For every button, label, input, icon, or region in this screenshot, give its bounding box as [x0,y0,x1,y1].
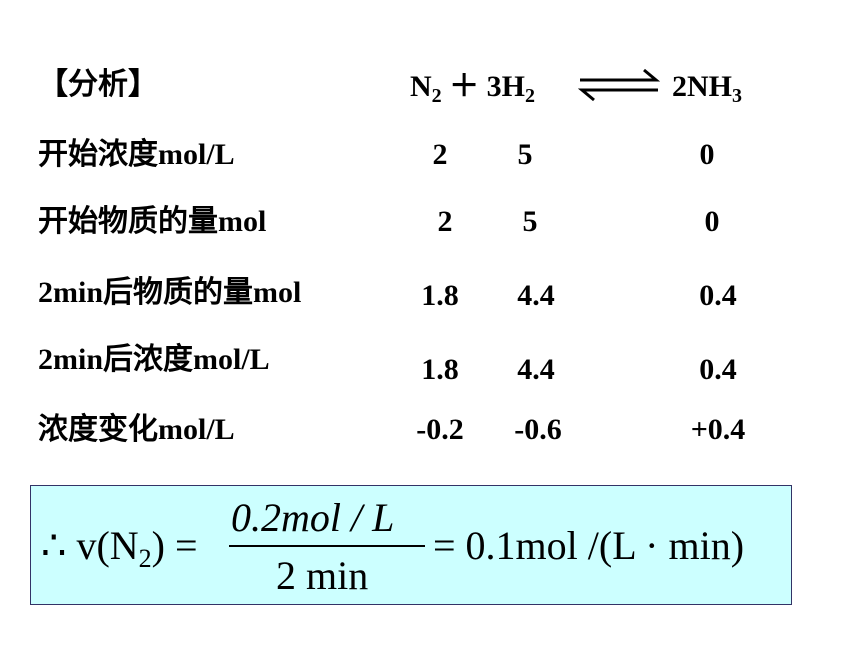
row-value: 0.4 [699,279,737,312]
row-value: 1.8 [421,279,459,312]
formula-right: = 0.1mol /(L · min) [433,523,745,568]
row-label: 开始物质的量mol [38,205,267,238]
formula-box: ∴ v(N2) = 0.2mol / L 2 min = 0.1mol /(L … [30,485,792,605]
row-label: 开始浓度mol/L [38,138,235,171]
formula-text: ∴ v(N [41,523,139,568]
row-value: 4.4 [517,353,555,386]
row-label: 2min后浓度mol/L [38,343,270,376]
row-value: 1.8 [421,353,459,386]
row-value: -0.6 [514,413,562,446]
eq-sub: 2 [525,85,536,107]
formula-left: ∴ v(N2) = [41,526,198,572]
row-value: 5 [517,138,533,171]
title: 【分析】 [38,68,158,101]
equation-product: 2NH3 [672,70,742,107]
row-value: 2 [432,138,448,171]
row-value: 0 [699,138,715,171]
eq-sub: 3 [732,85,742,107]
row-label: 浓度变化mol/L [38,413,235,446]
numerator: 0.2mol / L [231,495,395,540]
eq-text: N [410,70,432,103]
row-value: +0.4 [690,413,746,446]
formula-sub: 2 [138,544,152,573]
row-value: 2 [437,205,453,238]
denominator: 2 min [276,553,369,598]
row-value: 4.4 [517,279,555,312]
row-value: -0.2 [416,413,464,446]
equation: N2 ＋ 3H2 [410,70,536,107]
row-value: 0.4 [699,353,737,386]
eq-text: 2NH [672,70,732,103]
eq-text: ＋ 3H [441,70,526,103]
row-value: 0 [704,205,720,238]
formula-text: ) = [151,523,198,568]
fraction-bar [229,545,425,547]
row-label: 2min后物质的量mol [38,276,302,309]
equilibrium-arrow [578,68,660,102]
eq-sub: 2 [431,85,442,107]
row-value: 5 [522,205,538,238]
